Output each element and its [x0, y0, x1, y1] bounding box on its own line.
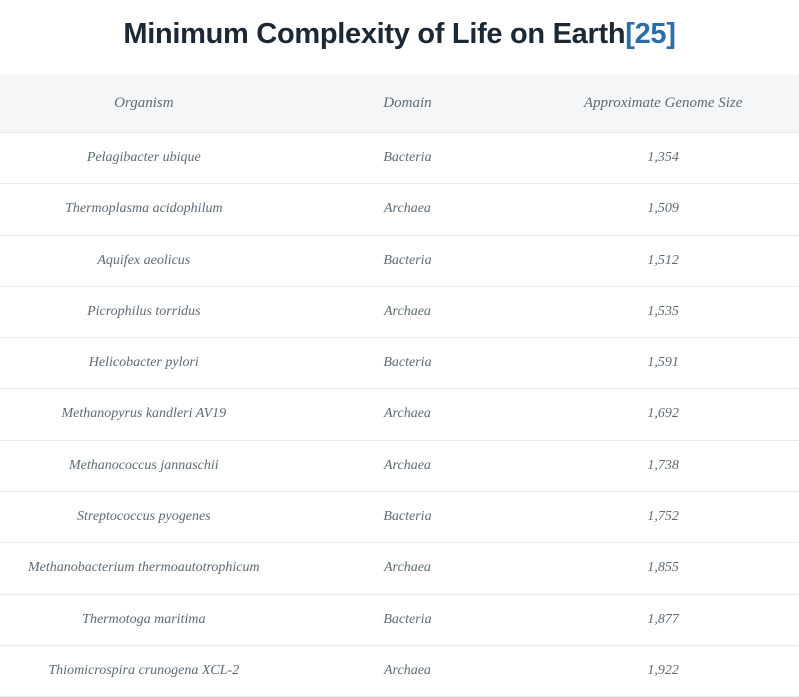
cell-domain: Bacteria [288, 492, 528, 543]
table-row: Thermotoga maritimaBacteria1,877 [0, 594, 799, 645]
cell-organism: Thiomicrospira crunogena XCL-2 [0, 645, 288, 696]
table-row: Methanobacterium thermoautotrophicumArch… [0, 543, 799, 594]
title-text: Minimum Complexity of Life on Earth [123, 18, 625, 50]
table-row: Methanopyrus kandleri AV19Archaea1,692 [0, 389, 799, 440]
cell-organism: Methanopyrus kandleri AV19 [0, 389, 288, 440]
table-row: Helicobacter pyloriBacteria1,591 [0, 338, 799, 389]
cell-genome-size: 1,692 [527, 389, 799, 440]
cell-organism: Helicobacter pylori [0, 338, 288, 389]
cell-genome-size: 1,922 [527, 645, 799, 696]
cell-organism: Methanococcus jannaschii [0, 440, 288, 491]
table-header-row: Organism Domain Approximate Genome Size [0, 75, 799, 133]
cell-domain: Archaea [288, 645, 528, 696]
cell-organism: Thermoplasma acidophilum [0, 184, 288, 235]
cell-genome-size: 1,354 [527, 133, 799, 184]
cell-domain: Archaea [288, 286, 528, 337]
cell-genome-size: 1,509 [527, 184, 799, 235]
table-row: Picrophilus torridusArchaea1,535 [0, 286, 799, 337]
cell-genome-size: 1,752 [527, 492, 799, 543]
cell-organism: Picrophilus torridus [0, 286, 288, 337]
cell-organism: Thermotoga maritima [0, 594, 288, 645]
table-row: Thiomicrospira crunogena XCL-2Archaea1,9… [0, 645, 799, 696]
table-row: Pelagibacter ubiqueBacteria1,354 [0, 133, 799, 184]
cell-organism: Aquifex aeolicus [0, 235, 288, 286]
col-domain: Domain [288, 75, 528, 133]
title-reference[interactable]: [25] [625, 18, 675, 50]
cell-domain: Archaea [288, 389, 528, 440]
cell-domain: Bacteria [288, 235, 528, 286]
cell-organism: Methanobacterium thermoautotrophicum [0, 543, 288, 594]
title-container: Minimum Complexity of Life on Earth[25] [0, 0, 799, 75]
page-title: Minimum Complexity of Life on Earth[25] [123, 18, 675, 50]
cell-organism: Streptococcus pyogenes [0, 492, 288, 543]
table-body: Pelagibacter ubiqueBacteria1,354Thermopl… [0, 133, 799, 697]
col-genome-size: Approximate Genome Size [527, 75, 799, 133]
cell-genome-size: 1,738 [527, 440, 799, 491]
cell-domain: Archaea [288, 543, 528, 594]
cell-domain: Bacteria [288, 338, 528, 389]
cell-domain: Archaea [288, 440, 528, 491]
cell-genome-size: 1,591 [527, 338, 799, 389]
cell-genome-size: 1,535 [527, 286, 799, 337]
cell-domain: Bacteria [288, 594, 528, 645]
table-row: Streptococcus pyogenesBacteria1,752 [0, 492, 799, 543]
cell-genome-size: 1,877 [527, 594, 799, 645]
col-organism: Organism [0, 75, 288, 133]
cell-genome-size: 1,855 [527, 543, 799, 594]
table-row: Aquifex aeolicusBacteria1,512 [0, 235, 799, 286]
table-row: Methanococcus jannaschiiArchaea1,738 [0, 440, 799, 491]
cell-domain: Archaea [288, 184, 528, 235]
cell-domain: Bacteria [288, 133, 528, 184]
cell-organism: Pelagibacter ubique [0, 133, 288, 184]
table-row: Thermoplasma acidophilumArchaea1,509 [0, 184, 799, 235]
complexity-table: Organism Domain Approximate Genome Size … [0, 75, 799, 697]
cell-genome-size: 1,512 [527, 235, 799, 286]
